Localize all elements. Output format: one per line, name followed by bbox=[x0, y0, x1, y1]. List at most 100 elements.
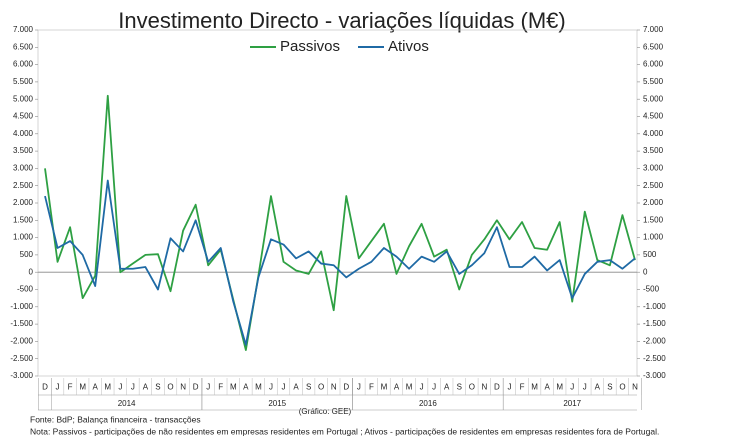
y-tick-label: -1.500 bbox=[10, 319, 33, 328]
credit: (Gráfico: GEE) bbox=[299, 407, 352, 416]
x-tick-label: M bbox=[79, 383, 86, 392]
year-label: 2014 bbox=[118, 399, 136, 408]
x-tick-label: A bbox=[394, 383, 400, 392]
y-tick-label: 2.500 bbox=[643, 181, 664, 190]
x-tick-label: A bbox=[544, 383, 550, 392]
x-tick-label: J bbox=[507, 383, 511, 392]
x-tick-label: J bbox=[420, 383, 424, 392]
y-tick-label: 5.500 bbox=[13, 77, 34, 86]
x-tick-label: J bbox=[118, 383, 122, 392]
x-tick-label: D bbox=[42, 383, 48, 392]
x-tick-label: O bbox=[619, 383, 625, 392]
x-tick-label: S bbox=[457, 383, 462, 392]
x-tick-label: A bbox=[243, 383, 249, 392]
x-tick-label: A bbox=[293, 383, 299, 392]
y-tick-label: -2.500 bbox=[10, 354, 33, 363]
x-tick-label: S bbox=[607, 383, 612, 392]
y-tick-label: -1.500 bbox=[643, 319, 666, 328]
x-tick-label: O bbox=[318, 383, 324, 392]
y-tick-label: 3.000 bbox=[13, 164, 34, 173]
y-tick-label: 7.000 bbox=[643, 25, 664, 34]
x-tick-label: J bbox=[56, 383, 60, 392]
x-tick-label: N bbox=[632, 383, 638, 392]
y-tick-label: 0 bbox=[29, 267, 34, 276]
y-tick-label: 2.500 bbox=[13, 181, 34, 190]
x-tick-label: O bbox=[167, 383, 173, 392]
x-tick-label: F bbox=[520, 383, 525, 392]
y-tick-label: 5.500 bbox=[643, 77, 664, 86]
y-tick-label: 4.000 bbox=[643, 129, 664, 138]
y-tick-label: -1.000 bbox=[643, 302, 666, 311]
x-tick-label: J bbox=[131, 383, 135, 392]
legend-label: Ativos bbox=[388, 38, 429, 55]
x-tick-label: J bbox=[206, 383, 210, 392]
y-tick-label: 1.000 bbox=[13, 233, 34, 242]
y-tick-label: -2.500 bbox=[643, 354, 666, 363]
x-tick-label: M bbox=[531, 383, 538, 392]
source: Fonte: BdP; Balança financeira - transac… bbox=[30, 414, 201, 424]
series-line bbox=[44, 179, 636, 346]
y-tick-label: 4.000 bbox=[13, 129, 34, 138]
y-tick-label: 500 bbox=[20, 250, 34, 259]
y-tick-label: 5.000 bbox=[643, 94, 664, 103]
x-tick-label: F bbox=[218, 383, 223, 392]
x-tick-label: D bbox=[494, 383, 500, 392]
y-tick-label: 3.000 bbox=[643, 164, 664, 173]
x-tick-label: F bbox=[369, 383, 374, 392]
y-tick-label: -1.000 bbox=[10, 302, 33, 311]
y-tick-label: 1.500 bbox=[643, 215, 664, 224]
y-tick-label: 6.000 bbox=[13, 60, 34, 69]
x-tick-label: M bbox=[406, 383, 413, 392]
y-tick-label: 4.500 bbox=[643, 112, 664, 121]
chart-title: Investimento Directo - variações líquida… bbox=[118, 8, 566, 33]
x-tick-label: D bbox=[193, 383, 199, 392]
x-tick-label: A bbox=[595, 383, 601, 392]
year-label: 2015 bbox=[268, 399, 286, 408]
y-tick-label: 7.000 bbox=[13, 25, 34, 34]
x-tick-label: M bbox=[104, 383, 111, 392]
y-tick-label: -3.000 bbox=[10, 371, 33, 380]
y-tick-label: -3.000 bbox=[643, 371, 666, 380]
y-tick-label: 1.000 bbox=[643, 233, 664, 242]
x-tick-label: J bbox=[282, 383, 286, 392]
y-tick-label: 0 bbox=[643, 267, 648, 276]
y-tick-label: -2.000 bbox=[10, 337, 33, 346]
note: Nota: Passivos - participações de não re… bbox=[30, 426, 659, 436]
x-tick-label: A bbox=[444, 383, 450, 392]
x-tick-label: N bbox=[481, 383, 487, 392]
x-tick-label: A bbox=[143, 383, 149, 392]
y-tick-label: -2.000 bbox=[643, 337, 666, 346]
year-label: 2017 bbox=[563, 399, 581, 408]
x-tick-label: F bbox=[68, 383, 73, 392]
x-tick-label: N bbox=[331, 383, 337, 392]
legend-label: Passivos bbox=[280, 38, 340, 55]
year-label: 2016 bbox=[419, 399, 437, 408]
plot-frame bbox=[37, 29, 638, 377]
x-tick-label: J bbox=[269, 383, 273, 392]
x-tick-label: N bbox=[180, 383, 186, 392]
x-tick-label: S bbox=[155, 383, 160, 392]
x-tick-label: J bbox=[357, 383, 361, 392]
x-tick-label: O bbox=[469, 383, 475, 392]
x-tick-label: M bbox=[255, 383, 262, 392]
series-line bbox=[44, 94, 636, 351]
x-tick-label: D bbox=[343, 383, 349, 392]
y-tick-label: 2.000 bbox=[643, 198, 664, 207]
x-tick-label: M bbox=[556, 383, 563, 392]
y-tick-label: 6.500 bbox=[13, 42, 34, 51]
y-tick-label: 2.000 bbox=[13, 198, 34, 207]
x-tick-label: M bbox=[230, 383, 237, 392]
y-tick-label: 500 bbox=[643, 250, 657, 259]
y-tick-label: 3.500 bbox=[643, 146, 664, 155]
y-tick-label: 6.000 bbox=[643, 60, 664, 69]
y-tick-label: 3.500 bbox=[13, 146, 34, 155]
y-tick-label: 5.000 bbox=[13, 94, 34, 103]
y-tick-label: 6.500 bbox=[643, 42, 664, 51]
y-tick-label: -500 bbox=[643, 285, 660, 294]
y-tick-label: 4.500 bbox=[13, 112, 34, 121]
y-tick-label: -500 bbox=[17, 285, 34, 294]
x-tick-label: J bbox=[432, 383, 436, 392]
x-tick-label: J bbox=[583, 383, 587, 392]
x-tick-label: M bbox=[381, 383, 388, 392]
